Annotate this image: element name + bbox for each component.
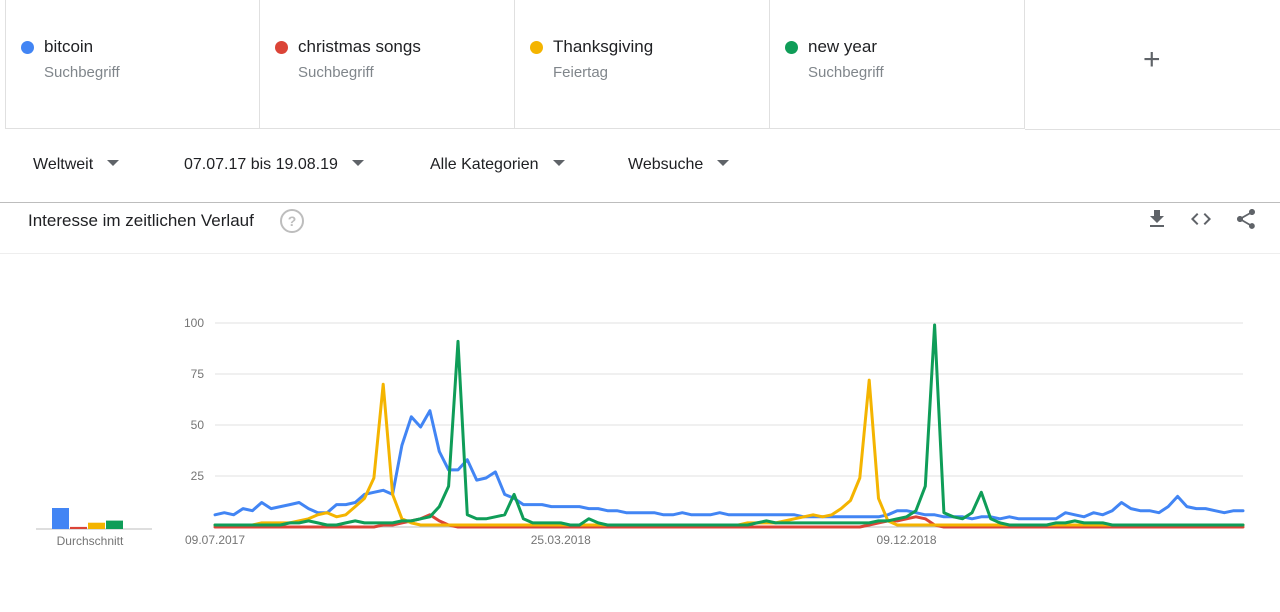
term-name: christmas songs — [298, 37, 421, 56]
term-name: new year — [808, 37, 877, 56]
category-label: Alle Kategorien — [430, 156, 539, 173]
average-bar-Thanksgiving[interactable] — [88, 522, 105, 529]
y-axis-ticks: 100 75 50 25 — [184, 316, 204, 483]
average-bar-bitcoin[interactable] — [52, 508, 69, 529]
average-bars: Durchschnitt — [36, 508, 152, 548]
term-card-bitcoin[interactable]: bitcoin Suchbegriff — [5, 0, 260, 129]
term-card-christmas-songs[interactable]: christmas songs Suchbegriff — [260, 0, 515, 129]
series-color-dot — [275, 41, 288, 54]
panel-title: Interesse im zeitlichen Verlauf — [28, 211, 254, 230]
date-range-label: 07.07.17 bis 19.08.19 — [184, 156, 338, 173]
y-tick-label: 50 — [191, 418, 205, 432]
series-line-bitcoin[interactable] — [213, 409, 1245, 521]
caret-down-icon — [351, 160, 364, 166]
embed-code-icon[interactable] — [1189, 207, 1213, 231]
filter-bar: Weltweit 07.07.17 bis 19.08.19 Alle Kate… — [0, 130, 1280, 203]
region-label: Weltweit — [33, 156, 94, 173]
y-tick-label: 75 — [191, 367, 205, 381]
x-tick-label: 25.03.2018 — [531, 533, 591, 547]
term-name: Thanksgiving — [553, 37, 654, 56]
search-type-label: Websuche — [628, 156, 704, 173]
download-icon[interactable] — [1145, 207, 1169, 231]
series-color-dot — [21, 41, 34, 54]
y-tick-label: 100 — [184, 316, 204, 330]
search-type-dropdown[interactable]: Websuche — [628, 156, 730, 174]
term-card-thanksgiving[interactable]: Thanksgiving Feiertag — [515, 0, 770, 129]
term-kind: Suchbegriff — [298, 64, 374, 81]
region-dropdown[interactable]: Weltweit — [33, 156, 120, 174]
series-lines — [213, 323, 1245, 529]
interest-over-time-chart: 100 75 50 25 09.07.2017 25.03.2018 09.12.2018… — [36, 316, 1245, 548]
category-dropdown[interactable]: Alle Kategorien — [430, 156, 565, 174]
x-axis-ticks: 09.07.2017 25.03.2018 09.12.2018 — [185, 533, 937, 547]
share-icon[interactable] — [1234, 207, 1258, 231]
series-color-dot — [530, 41, 543, 54]
series-color-dot — [785, 41, 798, 54]
y-tick-label: 25 — [191, 469, 205, 483]
caret-down-icon — [107, 160, 120, 166]
term-card-new-year[interactable]: new year Suchbegriff — [770, 0, 1025, 129]
x-tick-label: 09.12.2018 — [877, 533, 937, 547]
series-line-Thanksgiving[interactable] — [213, 378, 1245, 527]
term-kind: Suchbegriff — [44, 64, 120, 81]
average-bar-christmas-songs[interactable] — [70, 526, 87, 529]
date-range-dropdown[interactable]: 07.07.17 bis 19.08.19 — [184, 156, 364, 174]
caret-down-icon — [717, 160, 730, 166]
x-tick-label: 09.07.2017 — [185, 533, 245, 547]
series-line-christmas-songs[interactable] — [213, 513, 1245, 529]
term-name: bitcoin — [44, 37, 94, 56]
panel-header: Interesse im zeitlichen Verlauf ? — [0, 203, 1280, 254]
add-comparison-card: + — [1025, 0, 1280, 130]
average-label: Durchschnitt — [57, 534, 124, 548]
caret-down-icon — [552, 160, 565, 166]
average-bar-new-year[interactable] — [106, 520, 123, 529]
add-term-button[interactable]: + — [1143, 43, 1161, 76]
series-line-new-year[interactable] — [213, 323, 1245, 527]
chart-gridlines — [215, 322, 1243, 528]
help-icon[interactable]: ? — [280, 209, 304, 233]
term-kind: Feiertag — [553, 64, 609, 81]
term-cards: bitcoin Suchbegriff christmas songs Such… — [0, 0, 1280, 130]
term-kind: Suchbegriff — [808, 64, 884, 81]
